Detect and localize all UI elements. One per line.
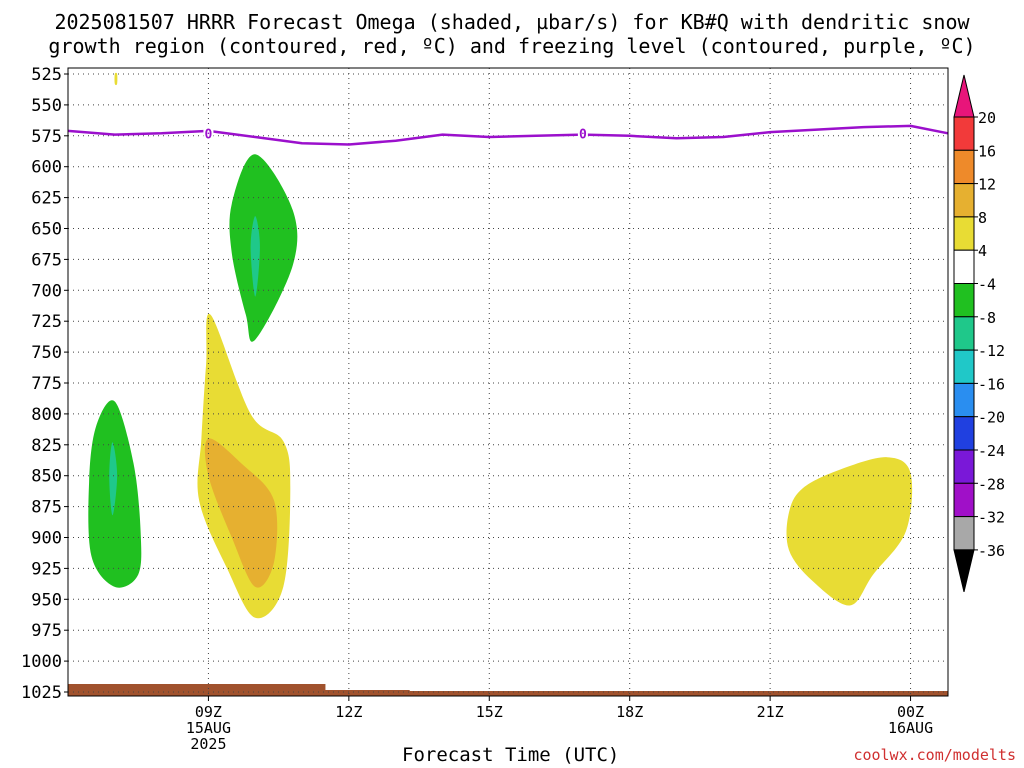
- y-tick-label-600: 600: [31, 158, 62, 178]
- colorbar-label-9: -20: [978, 409, 1005, 427]
- omega-region-1: [204, 438, 278, 588]
- colorbar-segment-6: [953, 283, 975, 318]
- x-tick-label-15-0: 15Z: [476, 703, 503, 721]
- colorbar-label-2: 12: [978, 176, 996, 194]
- x-tick-label-12-0: 12Z: [335, 703, 362, 721]
- omega-colorbar: 20 16 12 8 4 -4 -8 -12 -16 -20 -24 -28 -32 -36: [953, 74, 1005, 593]
- colorbar-label-3: 8: [978, 209, 987, 227]
- y-axis: 525 550 575 600 625 650 675 700 725 750 775 800 825 8…: [21, 65, 68, 703]
- x-axis-title: Forecast Time (UTC): [402, 744, 620, 766]
- y-tick-label-850: 850: [31, 467, 62, 487]
- x-tick-label-18-0: 18Z: [616, 703, 643, 721]
- colorbar-segment-10: [953, 416, 975, 451]
- colorbar-label-5: -4: [978, 276, 996, 294]
- y-tick-label-950: 950: [31, 590, 62, 610]
- freezing-label-bg-1: [577, 126, 588, 141]
- y-tick-label-700: 700: [31, 281, 62, 301]
- y-tick-label-575: 575: [31, 127, 62, 147]
- y-tick-label-775: 775: [31, 374, 62, 394]
- colorbar-label-10: -24: [978, 442, 1005, 460]
- colorbar-segment-5: [953, 249, 975, 284]
- surface-step-mask: [325, 684, 949, 690]
- y-tick-label-675: 675: [31, 250, 62, 270]
- omega-region-3: [229, 154, 298, 342]
- y-tick-label-625: 625: [31, 189, 62, 209]
- colorbar-label-4: 4: [978, 242, 987, 260]
- x-tick-label-9-1: 15AUG: [186, 719, 231, 737]
- omega-region-7: [114, 72, 118, 86]
- colorbar-segment-3: [953, 183, 975, 218]
- y-tick-label-550: 550: [31, 96, 62, 116]
- y-tick-label-525: 525: [31, 65, 62, 85]
- y-tick-label-750: 750: [31, 343, 62, 363]
- y-tick-label-650: 650: [31, 220, 62, 240]
- y-tick-label-1000: 1000: [21, 652, 62, 672]
- omega-region-6: [109, 442, 118, 516]
- y-tick-label-975: 975: [31, 621, 62, 641]
- chart-grid: [68, 68, 949, 696]
- shaded-omega-regions: [88, 72, 913, 619]
- colorbar-segment-8: [953, 349, 975, 384]
- x-tick-label-9-2: 2025: [190, 735, 226, 753]
- colorbar-label-1: 16: [978, 142, 996, 160]
- colorbar-segment-1: [953, 116, 975, 151]
- y-tick-label-1025: 1025: [21, 683, 62, 703]
- y-tick-label-900: 900: [31, 529, 62, 549]
- colorbar-segment-12: [953, 482, 975, 518]
- surface-step-mask-2: [409, 690, 948, 691]
- freezing-level-label-1: 0: [579, 128, 587, 143]
- chart-title-line-2: growth region (contoured, red, ºC) and f…: [48, 34, 976, 58]
- y-tick-label-925: 925: [31, 559, 62, 579]
- colorbar-label-12: -32: [978, 509, 1005, 527]
- colorbar-label-6: -8: [978, 309, 996, 327]
- colorbar-label-7: -12: [978, 342, 1005, 360]
- colorbar-label-0: 20: [978, 109, 996, 127]
- colorbar-arrow-top: [953, 74, 975, 118]
- colorbar-segment-13: [953, 516, 975, 551]
- freezing-level-line: [67, 124, 949, 146]
- freezing-level-label-0: 0: [205, 128, 213, 143]
- colorbar-segment-7: [953, 316, 975, 351]
- colorbar-segment-2: [953, 149, 975, 185]
- y-tick-label-725: 725: [31, 312, 62, 332]
- chart-title-line-1: 2025081507 HRRR Forecast Omega (shaded, …: [54, 10, 970, 34]
- colorbar-segment-4: [953, 216, 975, 251]
- colorbar-segment-9: [953, 382, 975, 418]
- freezing-label-bg-0: [203, 126, 214, 141]
- y-tick-label-825: 825: [31, 436, 62, 456]
- colorbar-label-11: -28: [978, 475, 1005, 493]
- colorbar-arrow-bottom: [953, 549, 975, 593]
- x-tick-label-24-1: 16AUG: [888, 719, 933, 737]
- website-credit: coolwx.com/modelts: [853, 746, 1016, 764]
- x-tick-label-21-0: 21Z: [757, 703, 784, 721]
- colorbar-label-13: -36: [978, 542, 1005, 560]
- omega-region-2: [786, 457, 913, 606]
- y-tick-label-800: 800: [31, 405, 62, 425]
- omega-region-4: [250, 216, 260, 297]
- x-tick-label-24-0: 00Z: [897, 703, 924, 721]
- x-tick-label-9-0: 09Z: [195, 703, 222, 721]
- colorbar-segment-11: [953, 449, 975, 484]
- y-tick-label-875: 875: [31, 498, 62, 518]
- plot-frame: [67, 67, 949, 697]
- colorbar-label-8: -16: [978, 375, 1005, 393]
